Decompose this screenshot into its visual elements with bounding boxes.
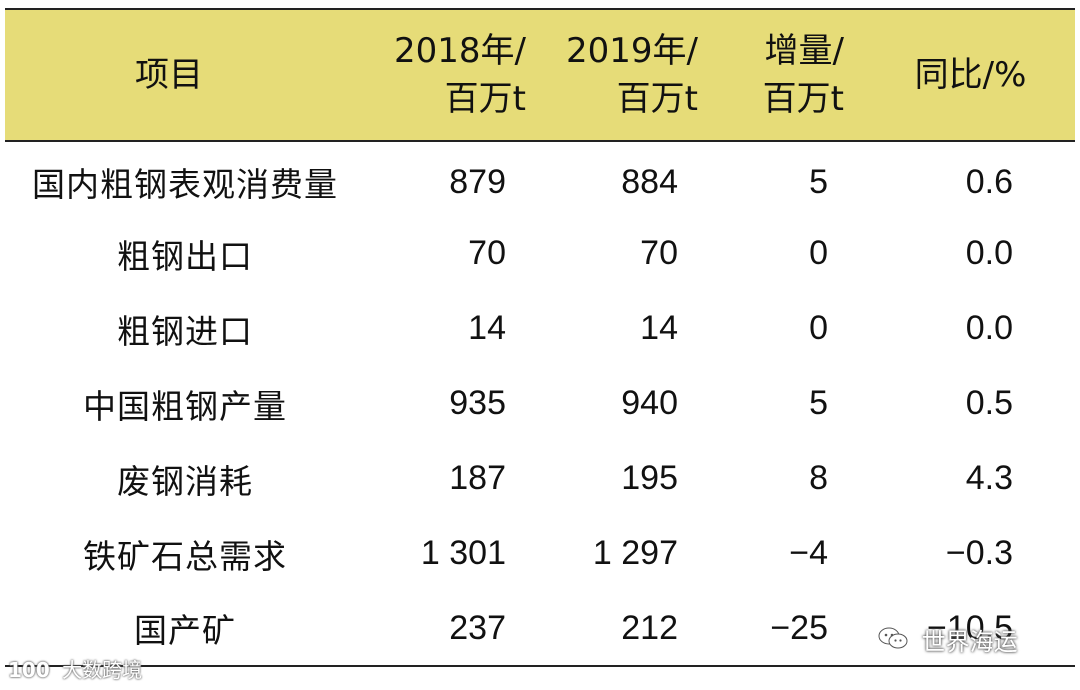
wechat-icon: [878, 626, 908, 656]
header-2019-line1: 2019年/: [566, 31, 698, 71]
header-2018: 2018年/ 百万t: [365, 8, 540, 142]
cell-2019: 212: [540, 591, 712, 667]
cell-increment: 0: [809, 234, 828, 272]
cell-yoy: 0.6: [965, 162, 1013, 201]
cell-yoy: 0.0: [965, 309, 1013, 347]
watermark-left: 100 大数跨境: [8, 654, 142, 683]
table-row: 国内粗钢表观消费量 879 884 5 0.6: [5, 141, 1075, 216]
cell-increment: 5: [809, 162, 828, 201]
header-increment-line1: 增量/: [764, 31, 844, 71]
cell-increment: −25: [712, 591, 858, 667]
watermark-right: 世界海运: [878, 622, 1018, 657]
row-name: 国内粗钢表观消费量: [32, 165, 338, 204]
cell-2018: 935: [449, 384, 506, 422]
table-row: 粗钢出口 70 70 0 0.0: [5, 216, 1075, 291]
cell-2018: 187: [449, 459, 506, 497]
cell-increment: 8: [809, 459, 828, 497]
cell-2019: 884: [621, 162, 678, 201]
cell-yoy: 4.3: [965, 459, 1013, 497]
watermark-left-text: 大数跨境: [62, 658, 143, 682]
row-name: 铁矿石总需求: [83, 536, 287, 576]
header-increment-line2: 百万t: [762, 79, 844, 119]
header-item: 项目: [5, 8, 365, 142]
header-2018-line2: 百万t: [444, 79, 526, 119]
cell-2018: 70: [468, 234, 506, 272]
table-header: 项目 2018年/ 百万t 2019年/ 百万t 增量/ 百万t 同比/%: [5, 8, 1075, 142]
cell-yoy: 0.0: [965, 234, 1013, 272]
watermark-right-text: 世界海运: [921, 628, 1018, 656]
cell-increment: 0: [809, 309, 828, 347]
cell-2019: 14: [640, 309, 678, 347]
row-name: 国产矿: [5, 591, 365, 667]
header-yoy: 同比/%: [858, 8, 1075, 142]
cell-increment: −4: [789, 534, 828, 572]
header-2019-line2: 百万t: [616, 79, 698, 119]
cell-yoy: −0.3: [945, 534, 1013, 572]
cell-2018: 14: [468, 309, 506, 347]
cell-2019: 1 297: [592, 534, 678, 572]
header-2019: 2019年/ 百万t: [540, 8, 712, 142]
row-name: 粗钢出口: [117, 236, 253, 276]
cell-2018: 1 301: [420, 534, 506, 572]
cell-increment: 5: [809, 384, 828, 422]
table-body: 国内粗钢表观消费量 879 884 5 0.6 粗钢出口 70 70 0 0.0…: [5, 141, 1075, 667]
data-table-container: 项目 2018年/ 百万t 2019年/ 百万t 增量/ 百万t 同比/% 国内…: [5, 8, 1075, 667]
steel-demand-table: 项目 2018年/ 百万t 2019年/ 百万t 增量/ 百万t 同比/% 国内…: [5, 8, 1075, 667]
cell-2018: 237: [365, 591, 540, 667]
row-name: 废钢消耗: [117, 461, 253, 501]
cell-2019: 940: [621, 384, 678, 422]
row-name: 中国粗钢产量: [83, 386, 287, 426]
table-row: 中国粗钢产量 935 940 5 0.5: [5, 366, 1075, 441]
row-name: 粗钢进口: [117, 311, 253, 351]
header-increment: 增量/ 百万t: [712, 8, 858, 142]
table-row: 铁矿石总需求 1 301 1 297 −4 −0.3: [5, 516, 1075, 591]
table-row: 粗钢进口 14 14 0 0.0: [5, 291, 1075, 366]
cell-yoy: 0.5: [965, 384, 1013, 422]
watermark-logo: 100: [8, 658, 50, 682]
cell-2019: 195: [621, 459, 678, 497]
cell-2019: 70: [640, 234, 678, 272]
cell-2018: 879: [449, 162, 506, 201]
header-row: 项目 2018年/ 百万t 2019年/ 百万t 增量/ 百万t 同比/%: [5, 8, 1075, 142]
table-row: 废钢消耗 187 195 8 4.3: [5, 441, 1075, 516]
header-2018-line1: 2018年/: [394, 31, 526, 71]
